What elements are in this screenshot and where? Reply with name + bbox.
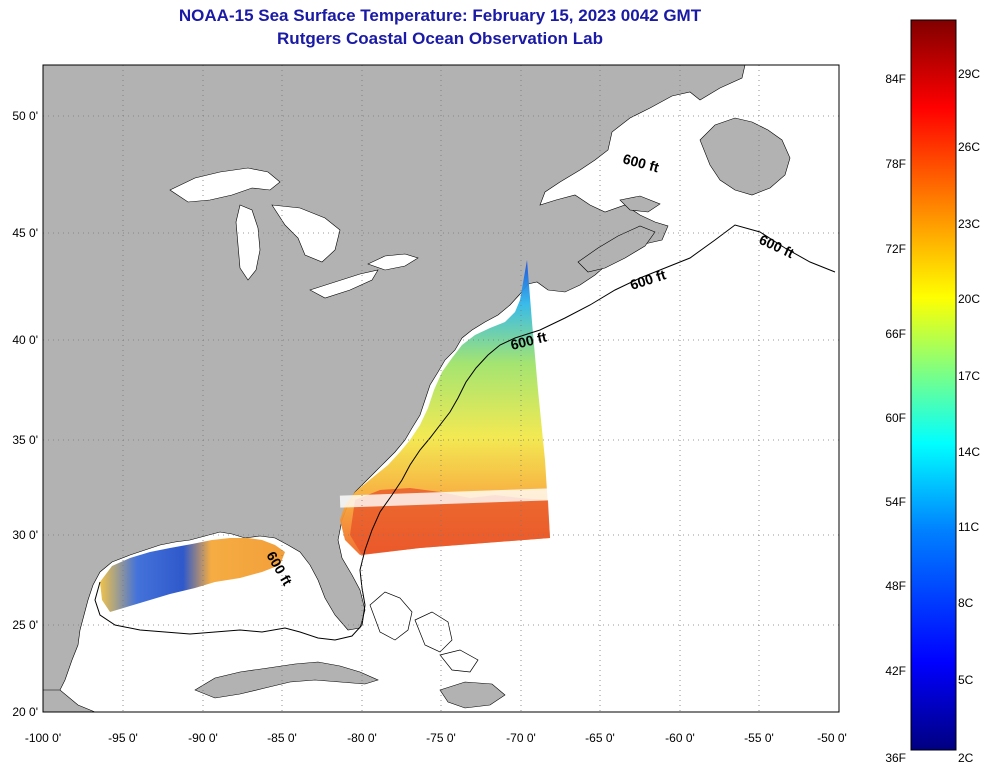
- lon-tick-label: -70 0': [506, 731, 536, 745]
- colorbar-f-label: 60F: [885, 411, 906, 425]
- lat-tick-label: 25 0': [12, 618, 38, 632]
- colorbar-celsius-labels: 29C 26C 23C 20C 17C 14C 11C 8C 5C 2C: [958, 67, 980, 765]
- colorbar-f-label: 36F: [885, 751, 906, 765]
- newfoundland-land: [699, 117, 791, 196]
- colorbar-f-label: 42F: [885, 664, 906, 678]
- lon-tick-label: -85 0': [267, 731, 297, 745]
- colorbar-fahrenheit-labels: 84F 78F 72F 66F 60F 54F 48F 42F 36F: [885, 72, 906, 765]
- colorbar-c-label: 17C: [958, 369, 980, 383]
- colorbar-f-label: 66F: [885, 327, 906, 341]
- lon-tick-label: -60 0': [665, 731, 695, 745]
- lon-tick-label: -80 0': [347, 731, 377, 745]
- colorbar-c-label: 26C: [958, 140, 980, 154]
- pei-land: [619, 195, 661, 213]
- map-frame: [42, 64, 840, 713]
- lon-tick-label: -75 0': [426, 731, 456, 745]
- colorbar-c-label: 5C: [958, 673, 974, 687]
- lat-tick-label: 50 0': [12, 109, 38, 123]
- lon-tick-label: -100 0': [25, 731, 61, 745]
- colorbar-c-label: 14C: [958, 445, 980, 459]
- lat-tick-label: 20 0': [12, 705, 38, 719]
- colorbar-c-label: 11C: [958, 520, 979, 534]
- lat-tick-label: 45 0': [12, 226, 38, 240]
- colorbar: [910, 19, 957, 751]
- lake-erie: [309, 269, 379, 299]
- lake-superior: [169, 167, 281, 203]
- latitude-axis: 50 0' 45 0' 40 0' 35 0' 30 0' 25 0' 20 0…: [12, 109, 38, 719]
- isobath-600ft: [94, 224, 836, 641]
- colorbar-c-label: 2C: [958, 751, 974, 765]
- map-title: NOAA-15 Sea Surface Temperature: Februar…: [178, 6, 702, 25]
- colorbar-f-label: 48F: [885, 579, 906, 593]
- bahamas-banks: [369, 591, 479, 673]
- lat-tick-label: 35 0': [12, 433, 38, 447]
- sst-cloud-gap: [339, 488, 551, 508]
- sst-gulf-swath: [100, 538, 285, 612]
- lat-tick-label: 40 0': [12, 333, 38, 347]
- colorbar-f-label: 54F: [885, 495, 906, 509]
- colorbar-c-label: 23C: [958, 217, 980, 231]
- north-america-land: [43, 65, 746, 712]
- lon-tick-label: -95 0': [108, 731, 138, 745]
- longitude-axis: -100 0' -95 0' -90 0' -85 0' -80 0' -75 …: [25, 731, 847, 745]
- lon-tick-label: -50 0': [817, 731, 847, 745]
- colorbar-f-label: 84F: [885, 72, 906, 86]
- colorbar-f-label: 78F: [885, 157, 906, 171]
- colorbar-c-label: 8C: [958, 596, 974, 610]
- nova-scotia-land: [577, 225, 656, 273]
- lake-huron: [271, 204, 341, 263]
- lon-tick-label: -65 0': [585, 731, 615, 745]
- hispaniola-land: [439, 681, 506, 709]
- lon-tick-label: -90 0': [188, 731, 218, 745]
- yucatan-land: [43, 689, 96, 712]
- lake-ontario: [367, 253, 419, 271]
- colorbar-f-label: 72F: [885, 242, 906, 256]
- sst-atlantic-swath: [340, 260, 550, 555]
- colorbar-c-label: 29C: [958, 67, 980, 81]
- colorbar-c-label: 20C: [958, 292, 980, 306]
- map-subtitle: Rutgers Coastal Ocean Observation Lab: [277, 29, 603, 48]
- lat-tick-label: 30 0': [12, 528, 38, 542]
- cuba-land: [194, 661, 379, 699]
- lake-michigan: [235, 204, 261, 281]
- lon-tick-label: -55 0': [744, 731, 774, 745]
